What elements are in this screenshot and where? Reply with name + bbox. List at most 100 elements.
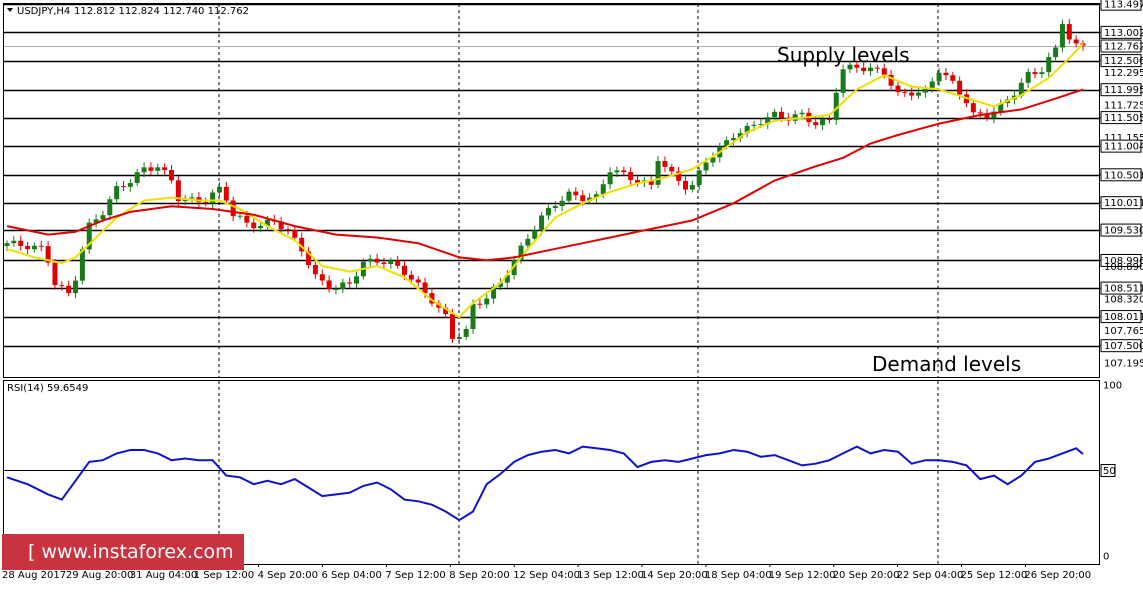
bullish-candle <box>73 280 79 294</box>
watermark: [ www.instaforex.com ] <box>2 534 244 599</box>
price-axis-label: 108.320 <box>1104 294 1143 305</box>
bearish-candle <box>573 191 579 196</box>
bearish-candle <box>203 202 209 204</box>
bullish-candle <box>552 206 558 209</box>
bearish-candle <box>977 112 983 114</box>
time-axis-label: 28 Aug 2017 <box>2 570 66 581</box>
bullish-candle <box>587 197 593 202</box>
bearish-candle <box>415 279 421 283</box>
bullish-candle <box>820 118 826 126</box>
bullish-candle <box>504 275 510 283</box>
bullish-candle <box>258 225 264 229</box>
bearish-candle <box>861 67 867 72</box>
bullish-candle <box>730 138 736 141</box>
time-axis-label: 13 Sep 12:00 <box>577 570 644 581</box>
bullish-candle <box>484 298 490 305</box>
bearish-candle <box>628 172 634 181</box>
dropdown-triangle-icon[interactable] <box>7 8 13 12</box>
bearish-candle <box>381 262 387 265</box>
bullish-candle <box>758 124 764 126</box>
support-resistance-levels <box>4 3 1099 348</box>
bearish-candle <box>326 280 332 290</box>
bearish-candle <box>66 285 72 294</box>
rsi-line <box>6 445 1084 522</box>
bullish-candle <box>134 172 140 184</box>
bullish-candle <box>539 215 545 231</box>
bullish-candle <box>237 215 243 217</box>
main-pane-frame <box>3 3 1100 378</box>
bullish-candle <box>93 219 99 223</box>
time-axis-label: 7 Sep 12:00 <box>385 570 445 581</box>
bullish-candle <box>772 111 778 118</box>
bearish-candle <box>292 229 298 238</box>
bullish-candle <box>1025 72 1031 83</box>
time-axis-label: 29 Aug 20:00 <box>66 570 133 581</box>
time-axis-label: 12 Sep 04:00 <box>513 570 580 581</box>
rsi-axis-label: 100 <box>1103 381 1122 392</box>
price-axis-label: 112.506 <box>1104 56 1143 67</box>
bearish-candle <box>52 262 58 286</box>
bearish-candle <box>175 180 181 202</box>
bullish-candle <box>497 282 503 287</box>
bearish-candle <box>45 246 51 263</box>
bullish-candle <box>600 184 606 195</box>
bearish-candle <box>148 167 154 171</box>
time-axis-label: 20 Sep 20:00 <box>833 570 900 581</box>
bearish-candle <box>223 186 229 201</box>
bearish-candle <box>874 67 880 69</box>
bearish-candle <box>826 118 832 121</box>
time-axis-label: 26 Sep 20:00 <box>1024 570 1091 581</box>
bearish-candle <box>621 170 627 173</box>
price-axis-label: 107.195 <box>1104 359 1143 370</box>
bullish-candle <box>100 215 106 220</box>
bullish-candle <box>210 192 216 204</box>
bearish-candle <box>299 237 305 252</box>
price-axis-label: 111.155 <box>1104 133 1143 144</box>
bullish-candle <box>724 140 730 147</box>
bearish-candle <box>477 303 483 305</box>
bearish-candle <box>374 258 380 263</box>
time-axis-label: 1 Sep 12:00 <box>194 570 254 581</box>
bearish-candle <box>312 265 318 275</box>
bullish-candle <box>264 219 270 226</box>
bearish-candle <box>285 229 291 231</box>
rsi-pane-frame <box>3 380 1100 565</box>
bearish-candle <box>402 265 408 275</box>
bullish-candle <box>86 222 92 250</box>
bearish-candle <box>888 74 894 86</box>
bullish-candle <box>525 238 531 246</box>
chart-frames <box>3 3 1100 565</box>
chart-header: USDJPY,H4 112.812 112.824 112.740 112.76… <box>7 6 249 17</box>
bullish-candle <box>141 167 147 173</box>
price-axis-label: 109.530 <box>1104 226 1143 237</box>
price-axis-label: 108.011 <box>1104 312 1143 323</box>
bearish-candle <box>950 75 956 81</box>
bullish-candle <box>1053 47 1059 58</box>
bullish-candle <box>998 103 1004 112</box>
bearish-candle <box>813 122 819 126</box>
bullish-candle <box>463 328 469 337</box>
bullish-candle <box>388 260 394 265</box>
bullish-candle <box>532 230 538 239</box>
bullish-candle <box>593 194 599 198</box>
bearish-candle <box>429 293 435 304</box>
bearish-candle <box>306 251 312 266</box>
time-axis-label: 18 Sep 04:00 <box>705 570 772 581</box>
time-axis-label: 14 Sep 20:00 <box>641 570 708 581</box>
bearish-candle <box>957 80 963 95</box>
bullish-candle <box>518 245 524 260</box>
bearish-candle <box>59 285 65 287</box>
rsi-axis: 100 50 0 <box>1100 381 1122 563</box>
rsi-axis-label: 0 <box>1103 552 1109 563</box>
bullish-candle <box>340 282 346 290</box>
bearish-candle <box>1032 72 1038 75</box>
bullish-candle <box>916 92 922 96</box>
price-axis-label: 108.890 <box>1104 262 1143 273</box>
bullish-candle <box>922 88 928 93</box>
bearish-candle <box>251 222 257 229</box>
vertical-grid <box>218 4 939 564</box>
supply-levels-label: Supply levels <box>777 43 910 67</box>
price-axis-label: 110.011 <box>1104 198 1143 209</box>
bullish-candle <box>614 170 620 173</box>
